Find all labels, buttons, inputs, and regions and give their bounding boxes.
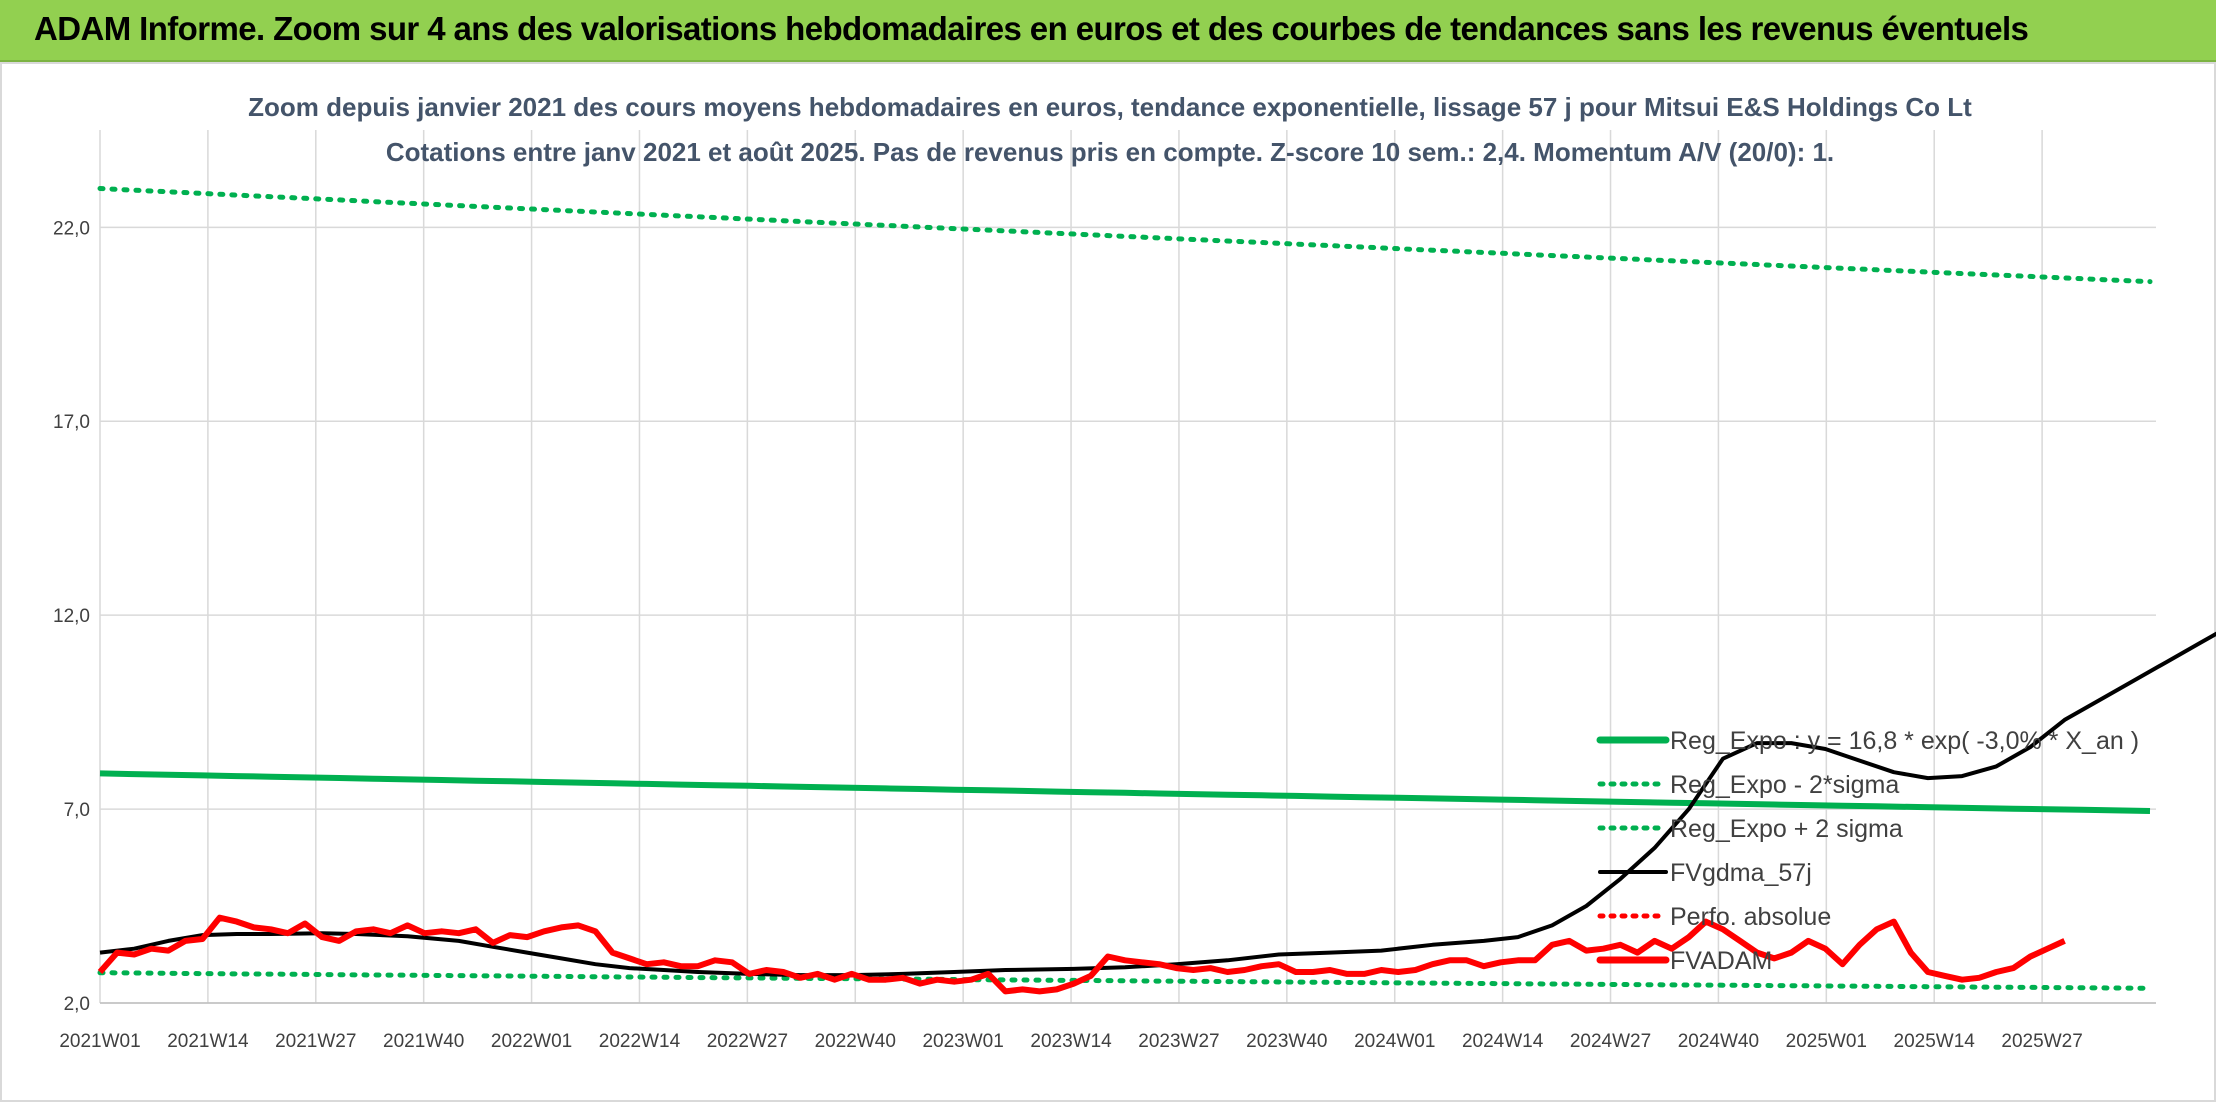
series-fvgdma-57j (99, 631, 2216, 978)
chart-series (97, 186, 2216, 995)
x-tick-label: 2023W14 (1030, 1031, 1112, 1052)
y-tick-label: 17,0 (53, 412, 90, 433)
x-tick-label: 2022W40 (815, 1031, 896, 1052)
y-tick-label: 7,0 (64, 800, 90, 821)
series-fvadam (97, 914, 2066, 995)
x-tick-label: 2021W01 (59, 1031, 140, 1052)
series-reg-expo-plus-2-sigma (97, 186, 2153, 285)
legend-label: Reg_Expo + 2 sigma (1670, 815, 1903, 843)
x-tick-label: 2024W14 (1462, 1031, 1544, 1052)
x-tick-label: 2021W40 (383, 1031, 464, 1052)
x-axis-ticks: 2021W01 2021W14 2021W27 2021W40 2022W01 2022W… (59, 1031, 2082, 1052)
x-tick-label: 2023W01 (922, 1031, 1003, 1052)
x-tick-label: 2022W27 (707, 1031, 788, 1052)
chart-grid (99, 130, 2156, 1004)
x-tick-label: 2023W27 (1138, 1031, 1219, 1052)
y-tick-label: 12,0 (53, 606, 90, 627)
legend-label: FVADAM (1670, 947, 1772, 975)
x-tick-label: 2022W14 (599, 1031, 681, 1052)
chart-title-line-2: Cotations entre janv 2021 et août 2025. … (386, 137, 1834, 167)
legend-label: Reg_Expo : y = 16,8 * exp( -3,0% * X_an … (1670, 727, 2139, 755)
series-reg-expo-minus-2-sigma (97, 970, 2153, 991)
legend-label: Perfo. absolue (1670, 903, 1831, 931)
legend-label: Reg_Expo - 2*sigma (1670, 771, 1899, 799)
y-axis-ticks: 2,0 7,0 12,0 17,0 22,0 (53, 218, 90, 1015)
report-title: ADAM Informe. Zoom sur 4 ans des valoris… (34, 10, 2029, 47)
chart-title-line-1: Zoom depuis janvier 2021 des cours moyen… (248, 92, 1972, 122)
x-tick-label: 2024W01 (1354, 1031, 1435, 1052)
series-reg-expo (99, 770, 2151, 814)
chart-legend: Reg_Expo : y = 16,8 * exp( -3,0% * X_an … (1596, 727, 2139, 975)
x-tick-label: 2023W40 (1246, 1031, 1327, 1052)
chart-frame (0, 62, 2216, 1102)
y-tick-label: 2,0 (64, 994, 90, 1015)
report-header: ADAM Informe. Zoom sur 4 ans des valoris… (0, 0, 2216, 62)
x-tick-label: 2025W01 (1786, 1031, 1867, 1052)
legend-label: FVgdma_57j (1670, 859, 1812, 887)
x-tick-label: 2022W01 (491, 1031, 572, 1052)
x-tick-label: 2024W40 (1678, 1031, 1759, 1052)
x-tick-label: 2021W27 (275, 1031, 356, 1052)
x-tick-label: 2025W14 (1894, 1031, 1976, 1052)
y-tick-label: 22,0 (53, 218, 90, 239)
x-tick-label: 2021W14 (167, 1031, 249, 1052)
x-tick-label: 2024W27 (1570, 1031, 1651, 1052)
x-tick-label: 2025W27 (2001, 1031, 2082, 1052)
